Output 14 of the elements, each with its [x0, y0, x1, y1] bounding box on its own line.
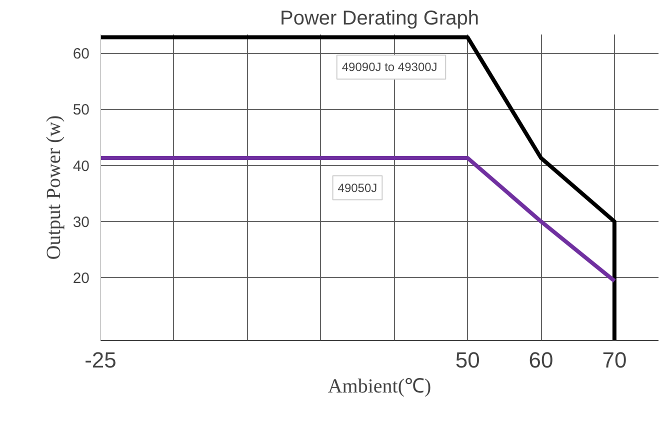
- y-tick-label: 30: [72, 214, 90, 231]
- x-tick-label: -25: [84, 348, 116, 372]
- y-tick-label: 50: [72, 102, 90, 119]
- chart-title: Power Derating Graph: [280, 8, 479, 30]
- series-label: 49090J to 49300J: [342, 60, 438, 74]
- series-label: 49050J: [338, 180, 378, 195]
- y-tick-label: 60: [72, 46, 90, 63]
- y-tick-label: 40: [72, 158, 90, 175]
- y-axis-title: Output Power (w): [42, 115, 65, 260]
- x-axis-title: Ambient(℃): [328, 376, 432, 398]
- x-tick-label: 60: [528, 348, 554, 372]
- x-tick-label: 70: [602, 348, 627, 372]
- x-tick-label: 50: [455, 348, 480, 372]
- y-tick-label: 20: [72, 270, 90, 288]
